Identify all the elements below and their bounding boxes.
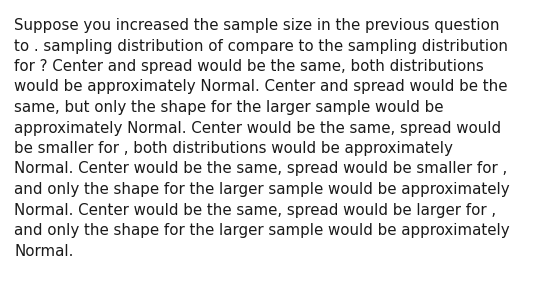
- Text: Normal. Center would be the same, spread would be smaller for ,: Normal. Center would be the same, spread…: [14, 161, 507, 176]
- Text: be smaller for , both distributions would be approximately: be smaller for , both distributions woul…: [14, 141, 453, 156]
- Text: and only the shape for the larger sample would be approximately: and only the shape for the larger sample…: [14, 223, 509, 238]
- Text: same, but only the shape for the larger sample would be: same, but only the shape for the larger …: [14, 100, 444, 115]
- Text: and only the shape for the larger sample would be approximately: and only the shape for the larger sample…: [14, 182, 509, 197]
- Text: Normal. Center would be the same, spread would be larger for ,: Normal. Center would be the same, spread…: [14, 202, 496, 217]
- Text: Normal.: Normal.: [14, 243, 73, 258]
- Text: approximately Normal. Center would be the same, spread would: approximately Normal. Center would be th…: [14, 120, 501, 135]
- Text: for ? Center and spread would be the same, both distributions: for ? Center and spread would be the sam…: [14, 59, 484, 74]
- Text: Suppose you increased the sample size in the previous question: Suppose you increased the sample size in…: [14, 18, 499, 33]
- Text: to . sampling distribution of compare to the sampling distribution: to . sampling distribution of compare to…: [14, 38, 508, 54]
- Text: would be approximately Normal. Center and spread would be the: would be approximately Normal. Center an…: [14, 79, 507, 95]
